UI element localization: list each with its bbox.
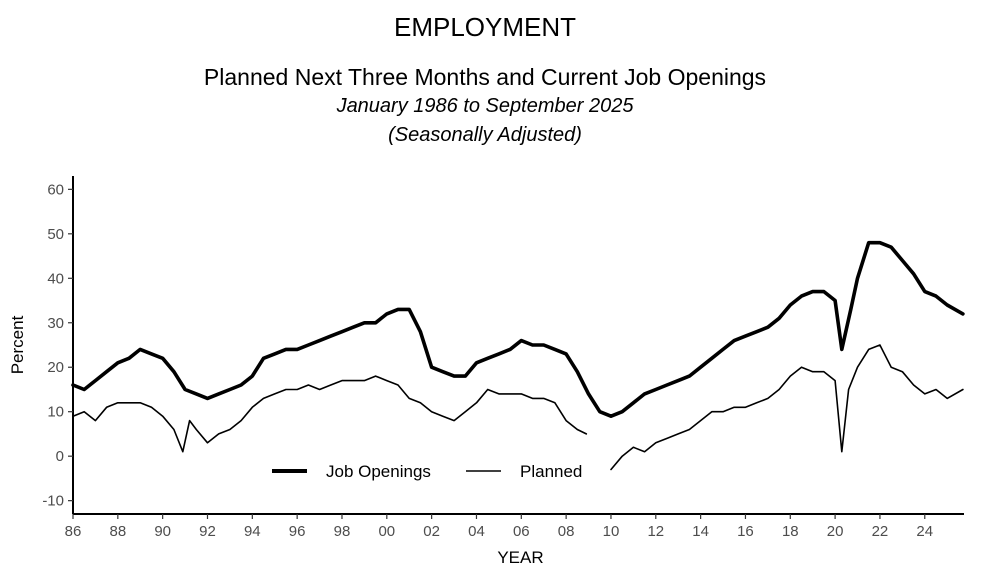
y-tick-label: 10 xyxy=(47,404,64,421)
x-tick-label: 86 xyxy=(65,523,82,540)
series-group xyxy=(71,240,965,471)
x-tick-label: 02 xyxy=(423,523,440,540)
x-tick-label: 88 xyxy=(109,523,126,540)
chart-title: EMPLOYMENT xyxy=(393,12,577,42)
x-tick-label: 92 xyxy=(199,523,216,540)
x-tick-label: 10 xyxy=(603,523,620,540)
series-line-planned-2 xyxy=(610,344,964,471)
y-tick-label: 40 xyxy=(47,270,64,287)
x-tick-label: 90 xyxy=(154,523,171,540)
x-axis-label: YEAR xyxy=(497,548,543,567)
chart-note: (Seasonally Adjusted) xyxy=(388,124,582,146)
x-tick-label: 96 xyxy=(289,523,306,540)
legend-label-planned: Planned xyxy=(520,462,582,481)
legend: Job Openings Planned xyxy=(272,462,582,481)
x-tick-label: 06 xyxy=(513,523,530,540)
y-axis-label: Percent xyxy=(8,315,27,374)
x-tick-label: 22 xyxy=(872,523,889,540)
x-tick-label: 08 xyxy=(558,523,575,540)
chart-period: January 1986 to September 2025 xyxy=(336,95,634,117)
axes: -10 0 10 20 30 40 50 60 86 88 90 92 94 96 98 00 02 04 06 08… xyxy=(8,176,964,567)
x-tick-label: 24 xyxy=(916,523,933,540)
x-tick-label: 16 xyxy=(737,523,754,540)
legend-label-job-openings: Job Openings xyxy=(326,462,431,481)
series-line-planned-1 xyxy=(72,375,588,453)
x-tick-label: 14 xyxy=(692,523,709,540)
y-tick-label: 0 xyxy=(56,448,64,465)
x-tick-label: 04 xyxy=(468,523,485,540)
chart-subtitle: Planned Next Three Months and Current Jo… xyxy=(203,64,767,90)
x-tick-label: 12 xyxy=(647,523,664,540)
y-tick-label: 20 xyxy=(47,359,64,376)
y-tick-label: 30 xyxy=(47,315,64,332)
series-line-job-openings xyxy=(71,240,965,418)
y-tick-label: 60 xyxy=(47,181,64,198)
y-tick-label: -10 xyxy=(42,493,64,510)
x-tick-label: 98 xyxy=(334,523,351,540)
x-tick-label: 00 xyxy=(378,523,395,540)
y-tick-label: 50 xyxy=(47,226,64,243)
x-tick-label: 20 xyxy=(827,523,844,540)
x-tick-label: 94 xyxy=(244,523,261,540)
x-tick-label: 18 xyxy=(782,523,799,540)
